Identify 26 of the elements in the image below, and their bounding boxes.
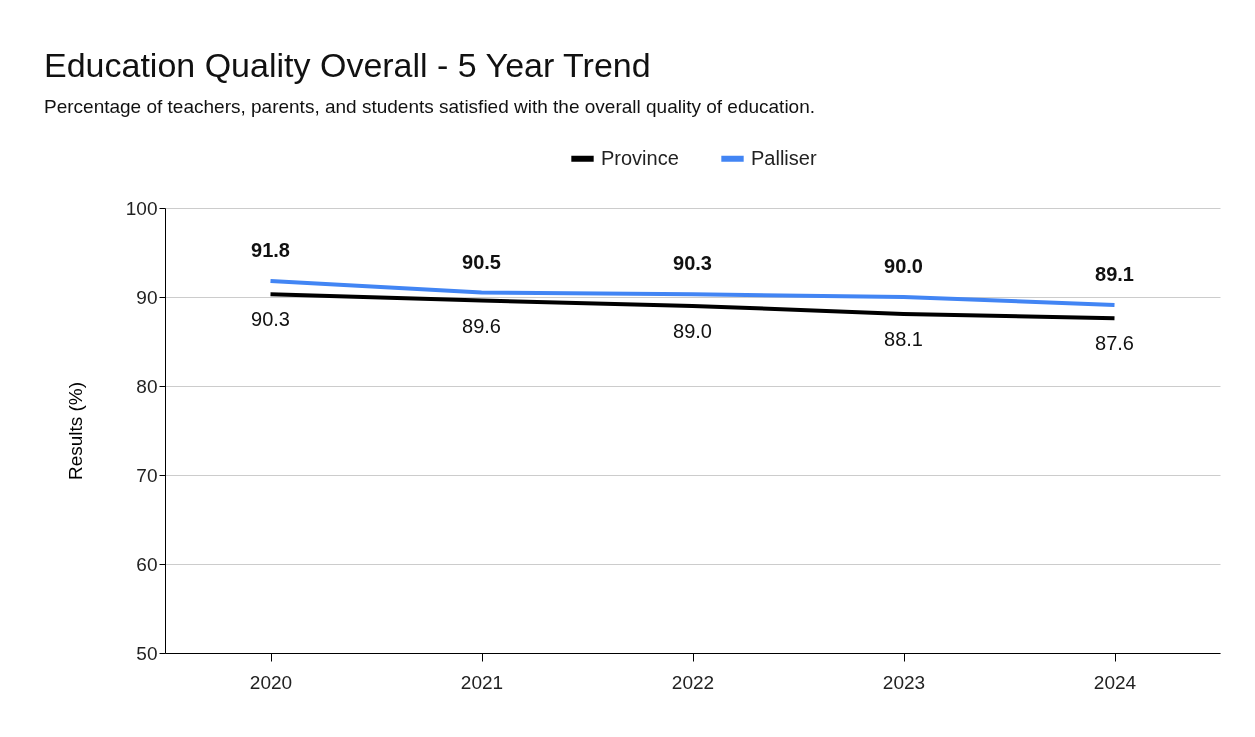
x-tick-label: 2024 [1093, 671, 1137, 693]
y-tick-label: 100 [125, 197, 158, 219]
y-tick-label: 80 [136, 375, 158, 397]
y-axis-title: Results (%) [64, 381, 86, 481]
chart-subtitle: Percentage of teachers, parents, and students satisfied with the overall quality of education. [44, 96, 816, 117]
x-tick-label: 2021 [460, 671, 504, 693]
data-label: 90.3 [673, 252, 712, 275]
legend-label: Province [601, 146, 679, 169]
x-tick-label: 2023 [882, 671, 926, 693]
data-label: 89.1 [1095, 263, 1134, 286]
x-tick-label: 2022 [671, 671, 715, 693]
data-label: 89.0 [673, 319, 712, 342]
chart-title: Education Quality Overall - 5 Year Trend [44, 46, 651, 84]
legend-label: Palliser [751, 146, 817, 169]
x-tick-label: 2020 [249, 671, 293, 693]
data-label: 91.8 [251, 238, 290, 261]
y-tick-label: 60 [136, 553, 158, 575]
data-label: 90.5 [462, 250, 501, 273]
data-label: 87.6 [1095, 332, 1134, 355]
y-tick-label: 70 [136, 464, 158, 486]
data-label: 89.6 [462, 314, 501, 337]
y-tick-label: 50 [136, 642, 158, 664]
data-label: 90.0 [884, 255, 923, 277]
y-tick-label: 90 [136, 286, 158, 308]
data-label: 90.3 [251, 308, 290, 331]
data-label: 88.1 [884, 327, 923, 350]
